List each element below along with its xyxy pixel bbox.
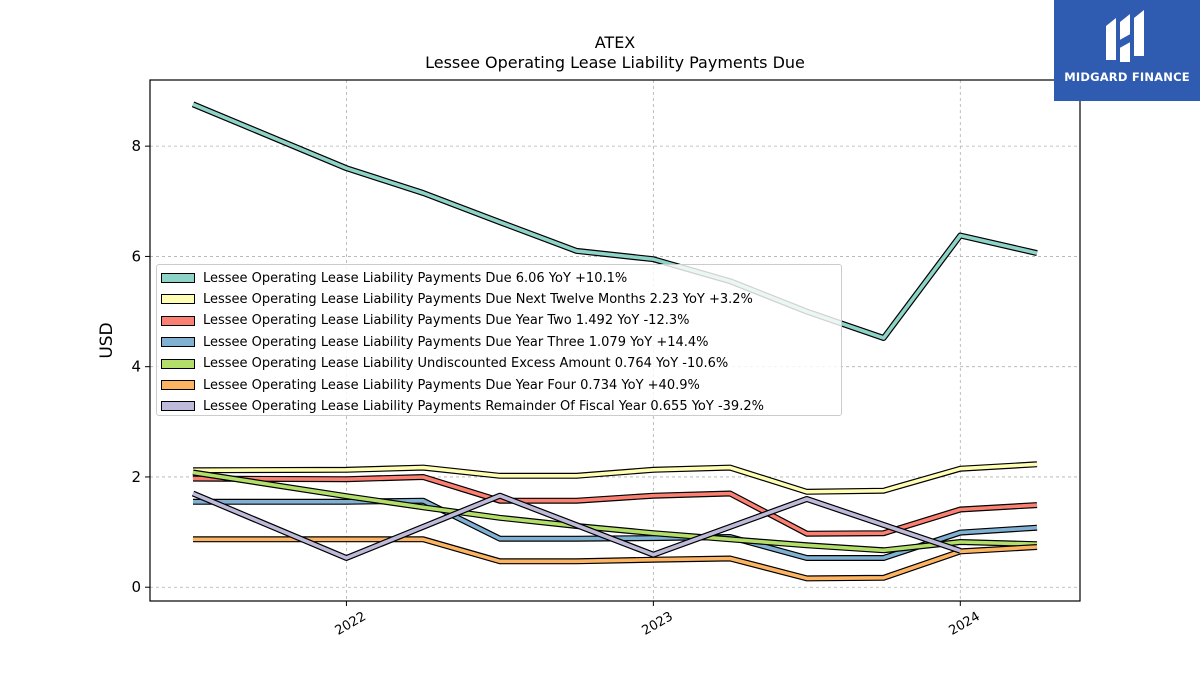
- y-tick-label: 2: [131, 468, 141, 486]
- legend-swatch: [161, 315, 195, 326]
- midgard-logo-icon: [1106, 10, 1144, 62]
- legend-label: Lessee Operating Lease Liability Undisco…: [203, 356, 729, 372]
- legend-item: Lessee Operating Lease Liability Undisco…: [161, 354, 728, 374]
- y-tick-label: 6: [131, 247, 141, 265]
- legend-label: Lessee Operating Lease Liability Payment…: [203, 270, 628, 286]
- x-tick-label: 2024: [946, 609, 982, 639]
- y-tick-label: 0: [131, 578, 141, 596]
- y-tick-label: 8: [131, 137, 141, 155]
- brand-logo: MIDGARD FINANCE: [1054, 0, 1200, 101]
- chart-subtitle: Lessee Operating Lease Liability Payment…: [425, 53, 805, 72]
- series-line-5: [192, 470, 1038, 553]
- legend-item: Lessee Operating Lease Liability Payment…: [161, 311, 689, 331]
- legend-label: Lessee Operating Lease Liability Payment…: [203, 398, 764, 414]
- series-line-1: [192, 102, 1038, 340]
- legend-item: Lessee Operating Lease Liability Payment…: [161, 332, 709, 352]
- x-tick-label: 2022: [333, 609, 369, 639]
- legend-swatch: [161, 401, 195, 412]
- legend-swatch: [161, 294, 195, 305]
- legend-label: Lessee Operating Lease Liability Payment…: [203, 291, 753, 307]
- legend-item: Lessee Operating Lease Liability Payment…: [161, 268, 627, 288]
- legend-item: Lessee Operating Lease Liability Payment…: [161, 375, 700, 395]
- legend-swatch: [161, 358, 195, 369]
- y-tick-label: 4: [131, 358, 141, 376]
- chart-legend: Lessee Operating Lease Liability Payment…: [156, 264, 842, 416]
- legend-swatch: [161, 380, 195, 390]
- series-line-2: [192, 462, 1038, 494]
- x-tick-label: 2023: [640, 609, 676, 639]
- legend-label: Lessee Operating Lease Liability Payment…: [203, 334, 709, 350]
- legend-label: Lessee Operating Lease Liability Payment…: [203, 313, 690, 329]
- series-line-3: [192, 475, 1038, 536]
- legend-label: Lessee Operating Lease Liability Payment…: [203, 377, 700, 393]
- chart-title: ATEX: [594, 33, 636, 52]
- brand-logo-text: MIDGARD FINANCE: [1064, 70, 1190, 84]
- legend-item: Lessee Operating Lease Liability Payment…: [161, 289, 753, 309]
- legend-item: Lessee Operating Lease Liability Payment…: [161, 396, 764, 416]
- plot-frame: [149, 79, 1081, 602]
- series-line-7: [192, 491, 961, 560]
- legend-swatch: [161, 337, 195, 348]
- legend-swatch: [161, 273, 195, 283]
- y-axis-label: USD: [97, 322, 117, 358]
